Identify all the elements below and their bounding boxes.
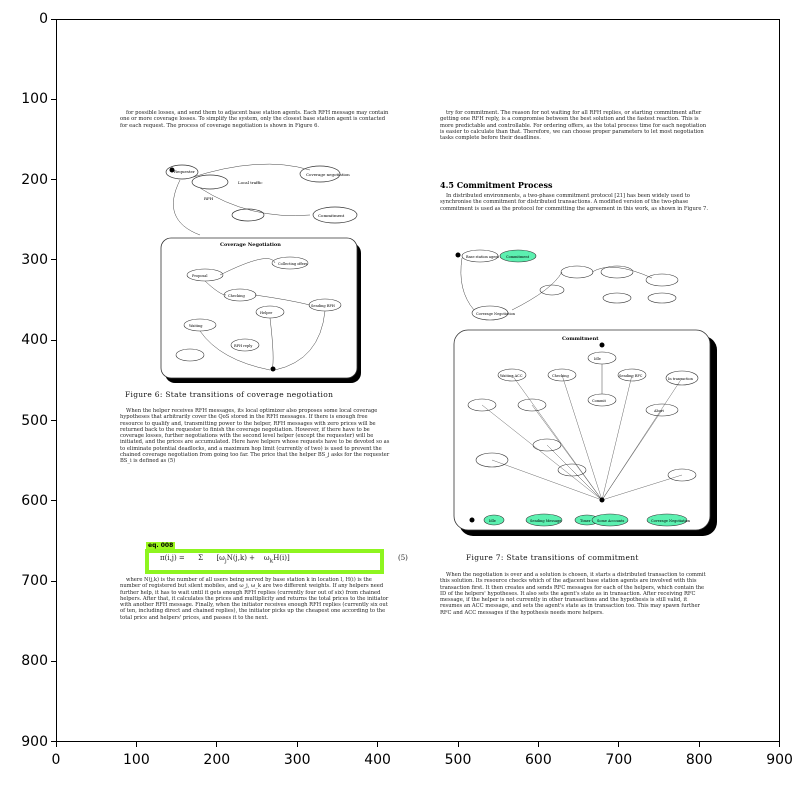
fig7-box-title: Commitment xyxy=(562,336,599,342)
fig7-label-in-transaction: In transaction xyxy=(668,377,694,381)
right-body-text: When the negotiation is over and a solut… xyxy=(440,572,710,617)
fig6-inner-sending: Sending RFH xyxy=(311,304,335,308)
left-top-paragraph: for possible losses, and send them to ad… xyxy=(120,110,389,129)
right-top-text: try for commitment. The reason for not w… xyxy=(440,110,710,142)
x-tick xyxy=(698,742,700,747)
fig6-label-coverage-negotiation: Coverage negotiation xyxy=(306,172,350,177)
y-tick xyxy=(51,500,56,502)
x-tick-label: 400 xyxy=(364,752,391,768)
y-tick-label: 600 xyxy=(21,492,48,509)
y-tick-label: 900 xyxy=(21,733,48,750)
x-tick xyxy=(55,742,57,747)
fig6-label-local-traffic: Local traffic xyxy=(238,180,263,185)
x-tick xyxy=(216,742,218,747)
x-tick xyxy=(779,742,781,747)
y-tick-label: 500 xyxy=(21,412,48,429)
equation-number: (5) xyxy=(398,554,408,562)
right-section-text: In distributed environments, a two-phase… xyxy=(440,193,710,213)
y-tick-label: 200 xyxy=(21,171,48,188)
y-tick xyxy=(51,339,56,341)
x-tick-label: 900 xyxy=(766,752,793,768)
y-tick xyxy=(51,98,56,100)
fig7-label-sending-rfc: Sending RFC xyxy=(619,374,643,378)
y-tick-label: 300 xyxy=(21,251,48,268)
fig6-label-requester: Requester xyxy=(174,169,195,174)
x-tick xyxy=(537,742,539,747)
right-section-paragraph: In distributed environments, a two-phase… xyxy=(440,193,708,212)
fig6-inner-helper: Helper xyxy=(260,311,273,315)
fig6-label-rfh: RFH xyxy=(204,196,214,201)
y-tick-label: 700 xyxy=(21,573,48,590)
x-tick xyxy=(135,742,137,747)
fig6-label-commitment: Commitment xyxy=(318,213,345,218)
left-top-text: for possible losses, and send them to ad… xyxy=(120,110,390,130)
x-tick xyxy=(377,742,379,747)
fig7-bottom-accounts: Some Accounts xyxy=(597,519,624,523)
x-tick-label: 600 xyxy=(525,752,552,768)
figure-6-diagram: Requester Local traffic Coverage negotia… xyxy=(160,163,361,383)
fig7-bottom-coverage: Coverage Negotiation xyxy=(651,519,691,523)
y-tick-label: 400 xyxy=(21,332,48,349)
fig7-label-abort: Abort xyxy=(653,409,665,413)
y-tick xyxy=(51,179,56,181)
fig7-bottom-sending: Sending Message xyxy=(530,519,561,523)
fig6-inner-proposal: Proposal xyxy=(192,274,208,278)
equation-content: π(i,j) = Σ [ωjN(j,k) + ωkH(i)] xyxy=(160,554,290,564)
y-tick xyxy=(51,18,56,20)
y-tick xyxy=(51,580,56,582)
x-tick xyxy=(296,742,298,747)
fig6-inner-checking: Checking xyxy=(228,294,245,298)
x-tick xyxy=(457,742,459,747)
fig7-label-commit: Commit xyxy=(592,399,607,403)
fig7-bottom-timer: Timer xyxy=(580,519,591,523)
figure-7-caption: Figure 7: State transitions of commitmen… xyxy=(466,553,639,562)
figure-7-diagram: Base station agent Commitment Coverage N… xyxy=(453,249,717,536)
fig7-label-waiting-acc: Waiting ACC xyxy=(500,374,523,378)
x-tick-label: 500 xyxy=(444,752,472,768)
x-tick xyxy=(618,742,620,747)
x-tick-label: 300 xyxy=(283,752,311,768)
y-tick-label: 100 xyxy=(21,91,48,108)
fig6-inner-waiting: Waiting xyxy=(189,324,203,328)
left-body-text: When the helper receives RFH messages, i… xyxy=(120,408,390,466)
y-tick xyxy=(51,741,56,743)
fig6-box-title: Coverage Negotiation xyxy=(220,242,281,248)
fig6-inner-collecting: Collecting offers xyxy=(278,262,308,266)
y-tick xyxy=(51,660,56,662)
fig7-bottom-idle: Idle xyxy=(489,519,496,523)
fig7-label-coverage-negotiation: Coverage Negotiation xyxy=(476,312,516,316)
left-body-paragraph: When the helper receives RFH messages, i… xyxy=(120,408,390,465)
x-tick-label: 0 xyxy=(51,752,61,768)
section-heading: 4.5 Commitment Process xyxy=(440,180,553,190)
x-tick-label: 700 xyxy=(605,752,633,768)
left-after-eq-text: where N(j,k) is the number of all users … xyxy=(120,577,390,622)
x-tick-label: 200 xyxy=(203,752,231,768)
y-tick xyxy=(51,420,56,421)
y-tick xyxy=(51,259,56,261)
x-tick-label: 800 xyxy=(685,752,713,768)
fig7-label-idle: Idle xyxy=(594,357,601,361)
x-tick-label: 100 xyxy=(123,752,150,768)
fig7-label-checking: Checking xyxy=(552,374,569,378)
equation-highlight-box xyxy=(145,549,384,574)
equation-symbol-lhs: π(i,j) = Σ [ωjN(j,k) + ωkH(i)] xyxy=(160,554,290,565)
y-tick-label: 800 xyxy=(21,653,48,670)
fig7-label-base-station: Base station agent xyxy=(466,255,500,259)
right-top-paragraph: try for commitment. The reason for not w… xyxy=(440,110,707,142)
left-after-eq-paragraph: where N(j,k) is the number of all users … xyxy=(120,577,389,621)
fig7-label-commitment-top: Commitment xyxy=(506,255,530,259)
equation-label: eq. 008 xyxy=(146,542,176,549)
fig6-inner-rfh-reply: RFH reply xyxy=(234,344,252,348)
figure-6-caption: Figure 6: State transitions of coverage … xyxy=(125,390,334,399)
right-body-paragraph: When the negotiation is over and a solut… xyxy=(440,572,706,616)
y-tick-label: 0 xyxy=(39,11,48,27)
